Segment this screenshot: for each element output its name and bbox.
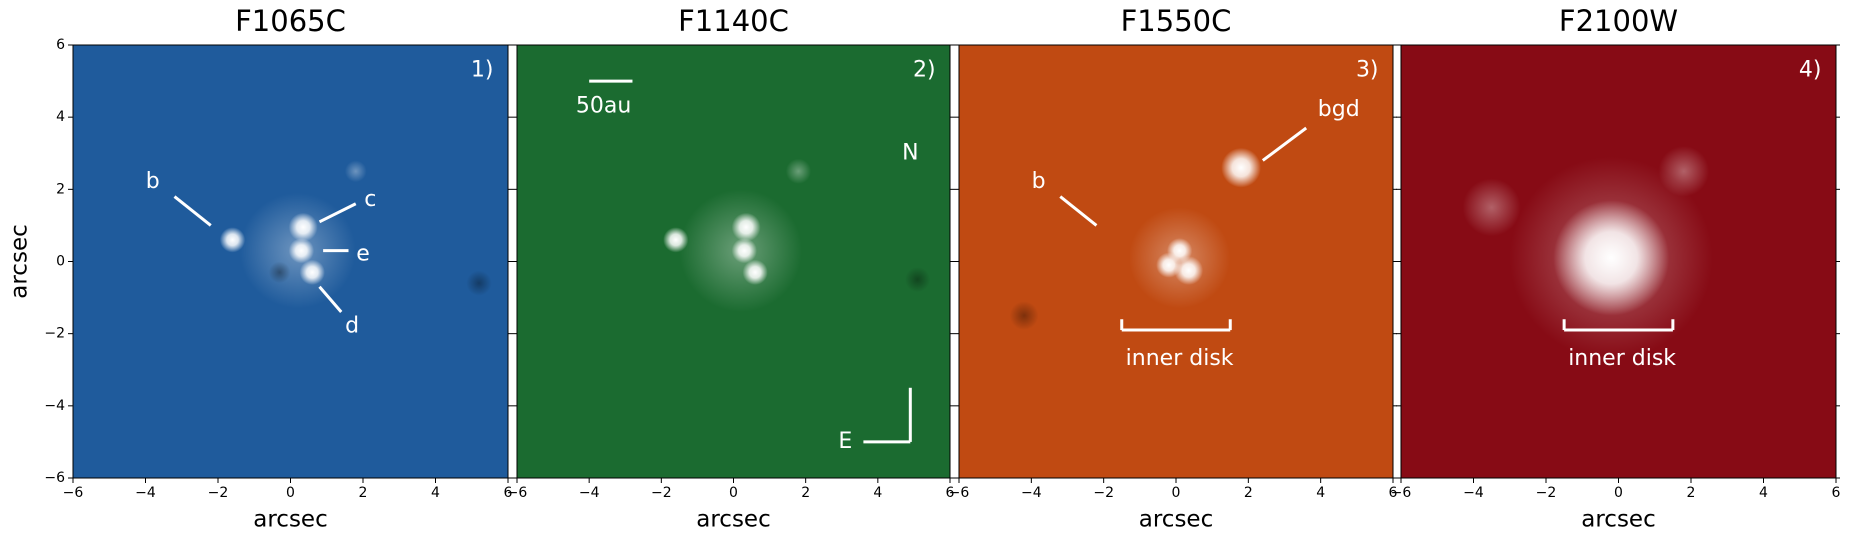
image-feature [1009, 301, 1039, 331]
panel-title: F1065C [235, 4, 346, 38]
x-tick-label: −4 [1021, 485, 1042, 501]
image-feature [1658, 146, 1710, 197]
x-tick-label: −6 [1391, 485, 1412, 501]
x-tick-label: −2 [651, 485, 672, 501]
panel: b c e d 1) −6 −4 −2 0 2 4 6 −6 −4 −2 0 2 4 6 F1065C arcsec ar… [7, 4, 513, 533]
x-axis-label: arcsec [253, 507, 327, 533]
x-tick-label: −6 [949, 485, 970, 501]
annotation-line [318, 285, 343, 313]
annotation-line [1059, 195, 1098, 227]
x-tick-label: 0 [729, 485, 738, 501]
image-feature [785, 158, 812, 184]
y-tick-label: −2 [44, 326, 65, 342]
x-tick-label: −2 [208, 485, 229, 501]
x-tick-label: −4 [579, 485, 600, 501]
x-tick-label: 6 [946, 485, 955, 501]
image-feature [344, 160, 367, 183]
x-axis-label: arcsec [696, 507, 770, 533]
panel-label: 1) [471, 57, 494, 82]
annotation: bgd [1318, 97, 1360, 122]
x-tick-label: −6 [507, 485, 528, 501]
annotation: b [1032, 169, 1046, 194]
image-feature [1462, 178, 1521, 237]
x-tick-label: −4 [1463, 485, 1484, 501]
annotation: 50au [576, 93, 631, 118]
x-tick-label: 4 [1759, 485, 1768, 501]
annotation: N [902, 140, 918, 165]
y-tick-label: 0 [56, 254, 65, 270]
x-tick-label: 6 [504, 485, 513, 501]
annotation: d [345, 313, 359, 338]
panel: inner disk 4) −6 −4 −2 0 2 4 6 F2100W arcsec [1391, 4, 1841, 533]
x-tick-label: 4 [431, 485, 440, 501]
image-feature [239, 192, 356, 309]
annotation: e [356, 241, 370, 266]
annotation-line [173, 195, 212, 227]
image-feature [1128, 207, 1231, 309]
panel-title: F1550C [1121, 4, 1232, 38]
panel: 50au N E 2) −6 −4 −2 0 2 4 6 F1140C arcsec [507, 4, 955, 533]
annotation: inner disk [1568, 346, 1676, 371]
x-axis-label: arcsec [1581, 507, 1655, 533]
annotation: c [364, 187, 376, 212]
y-tick-label: 4 [56, 109, 65, 125]
annotation-line [318, 202, 357, 224]
y-axis-label: arcsec [7, 224, 33, 298]
annotation-line [1261, 126, 1308, 162]
x-tick-label: 0 [286, 485, 295, 501]
x-tick-label: 2 [1687, 485, 1696, 501]
x-tick-label: 6 [1389, 485, 1398, 501]
x-tick-label: 0 [1614, 485, 1623, 501]
y-tick-label: 6 [56, 37, 65, 53]
image-feature [466, 270, 492, 296]
x-tick-label: 0 [1172, 485, 1181, 501]
image-feature [904, 266, 931, 293]
panel-label: 2) [913, 57, 936, 82]
panel-label: 3) [1356, 57, 1379, 82]
image-feature [1509, 156, 1713, 359]
y-tick-label: −4 [44, 398, 65, 414]
y-tick-label: 2 [56, 181, 65, 197]
x-tick-label: 2 [359, 485, 368, 501]
panel: b bgd inner disk 3) −6 −4 −2 0 2 4 6 F1550C arcsec [949, 4, 1398, 533]
panel-label: 4) [1799, 57, 1822, 82]
x-tick-label: 4 [873, 485, 882, 501]
x-axis-label: arcsec [1139, 507, 1213, 533]
panel-title: F1140C [678, 4, 789, 38]
y-tick-label: −6 [44, 470, 65, 486]
x-tick-label: −4 [135, 485, 156, 501]
image-feature [268, 261, 291, 284]
annotation: b [146, 169, 160, 194]
x-tick-label: −6 [63, 485, 84, 501]
x-tick-label: 2 [801, 485, 810, 501]
image-feature [219, 227, 246, 253]
panel-title: F2100W [1559, 4, 1678, 38]
x-tick-label: 2 [1244, 485, 1253, 501]
x-tick-label: −2 [1536, 485, 1557, 501]
x-tick-label: 6 [1832, 485, 1841, 501]
x-tick-label: −2 [1093, 485, 1114, 501]
annotation: E [838, 429, 852, 454]
image-feature [679, 189, 803, 313]
annotation: inner disk [1126, 346, 1234, 371]
x-tick-label: 4 [1316, 485, 1325, 501]
image-feature [1221, 147, 1261, 188]
